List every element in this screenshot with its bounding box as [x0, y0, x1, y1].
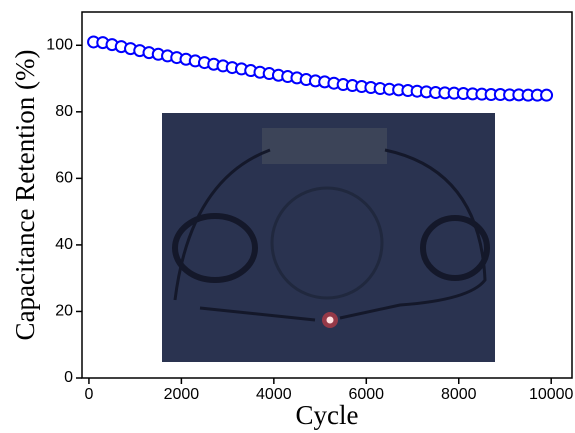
y-tick-label: 40: [55, 236, 73, 253]
y-tick-label: 20: [55, 303, 73, 320]
y-tick-label: 80: [55, 103, 73, 120]
x-tick-label: 0: [84, 386, 93, 403]
y-axis-title: Capacitance Retention (%): [10, 50, 40, 341]
x-tick-label: 8000: [441, 386, 477, 403]
x-tick-label: 2000: [164, 386, 200, 403]
x-tick-label: 4000: [256, 386, 292, 403]
y-tick-label: 100: [46, 36, 73, 53]
y-tick-label: 0: [64, 369, 73, 386]
x-tick-label: 10000: [529, 386, 574, 403]
data-point: [540, 88, 554, 102]
inset-photo: [162, 113, 495, 362]
plot-frame: [81, 11, 573, 379]
x-axis-title: Cycle: [296, 400, 359, 430]
y-tick-label: 60: [55, 170, 73, 187]
x-tick-label: 6000: [348, 386, 384, 403]
